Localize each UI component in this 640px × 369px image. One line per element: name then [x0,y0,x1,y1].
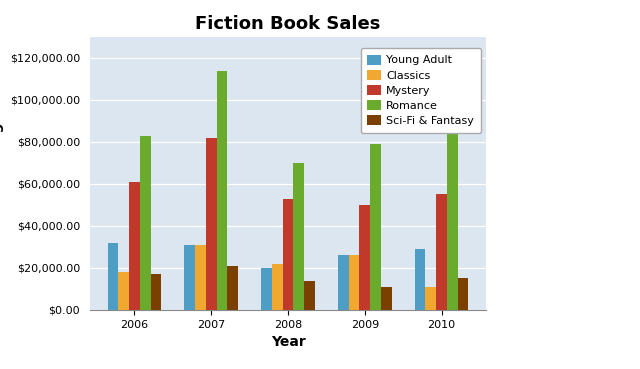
Bar [360,205,370,310]
Bar [338,255,349,310]
Bar [381,287,392,310]
Bar [227,266,238,310]
Bar [283,199,293,310]
Bar [436,194,447,310]
Bar [370,144,381,310]
Bar [150,274,161,310]
Bar [216,70,227,310]
Bar [458,279,468,310]
Bar [129,182,140,310]
Bar [118,272,129,310]
Bar [293,163,304,310]
Bar [272,264,283,310]
Bar [426,287,436,310]
Bar [195,245,206,310]
Bar [206,138,216,310]
X-axis label: Year: Year [271,335,305,349]
Bar [447,129,458,310]
Legend: Young Adult, Classics, Mystery, Romance, Sci-Fi & Fantasy: Young Adult, Classics, Mystery, Romance,… [361,48,481,133]
Title: Fiction Book Sales: Fiction Book Sales [195,14,381,32]
Bar [349,255,360,310]
Bar [108,243,118,310]
Bar [415,249,426,310]
Bar [261,268,272,310]
Bar [304,280,315,310]
Bar [140,136,150,310]
Y-axis label: Gross Earnings: Gross Earnings [0,115,4,232]
Bar [184,245,195,310]
